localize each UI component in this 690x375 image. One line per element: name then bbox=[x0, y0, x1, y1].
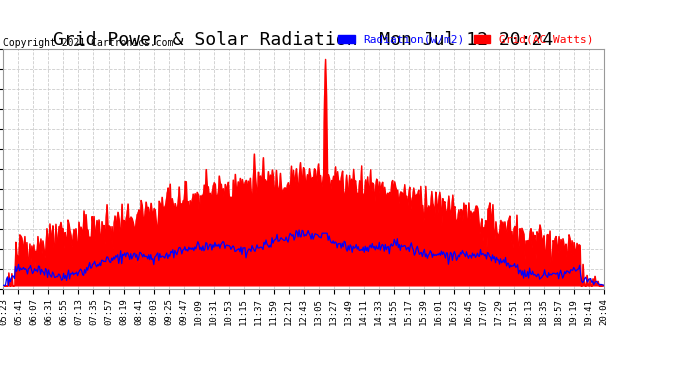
Title: Grid Power & Solar Radiation  Mon Jul 12 20:24: Grid Power & Solar Radiation Mon Jul 12 … bbox=[53, 31, 553, 49]
Legend: Radiation(w/m2), Grid(AC Watts): Radiation(w/m2), Grid(AC Watts) bbox=[333, 30, 598, 49]
Text: Copyright 2021 Cartronics.com: Copyright 2021 Cartronics.com bbox=[3, 38, 174, 48]
